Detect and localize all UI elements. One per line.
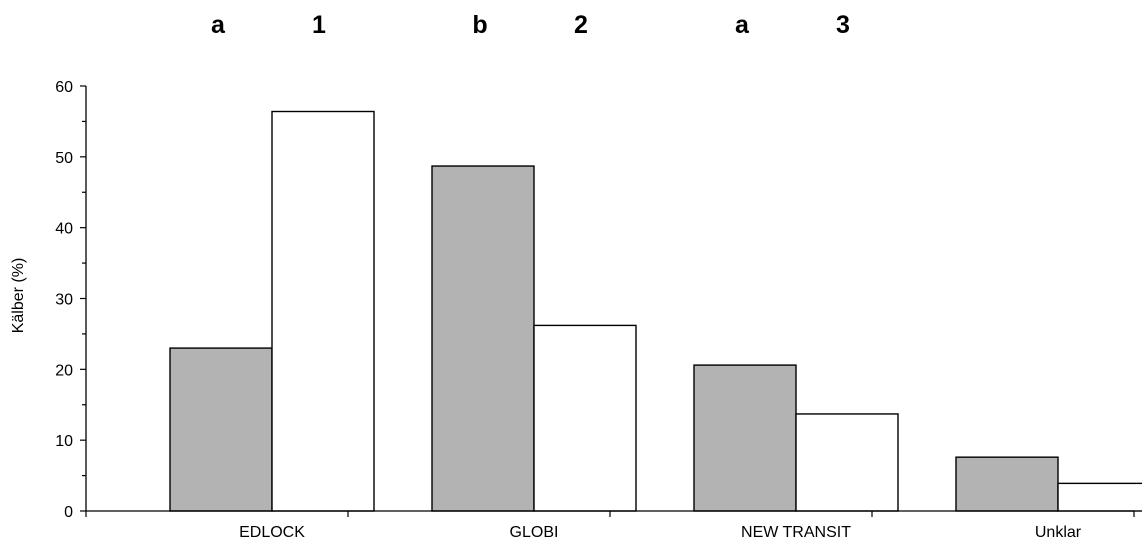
x-category-label: Unklar bbox=[1035, 524, 1082, 541]
y-tick-label: 0 bbox=[64, 504, 73, 521]
bar-new-transit-series-1 bbox=[694, 365, 796, 511]
y-axis-label: Kälber (%) bbox=[10, 258, 27, 334]
y-tick-label: 60 bbox=[55, 79, 73, 96]
significance-label: 2 bbox=[574, 11, 588, 39]
x-category-label: GLOBI bbox=[510, 524, 559, 541]
significance-labels: a 1 b 2 a 3 bbox=[211, 11, 850, 39]
bar-edlock-series-1 bbox=[170, 348, 272, 511]
significance-label: 1 bbox=[312, 11, 326, 39]
y-tick-label: 10 bbox=[55, 433, 73, 450]
bars bbox=[170, 112, 1142, 512]
significance-label: a bbox=[211, 11, 226, 39]
y-tick-label: 50 bbox=[55, 150, 73, 167]
x-category-label: NEW TRANSIT bbox=[741, 524, 851, 541]
bar-new-transit-series-2 bbox=[796, 414, 898, 511]
x-category-label: EDLOCK bbox=[239, 524, 305, 541]
significance-label: b bbox=[472, 11, 487, 39]
significance-label: a bbox=[735, 11, 750, 39]
bar-globi-series-1 bbox=[432, 166, 534, 511]
bar-unklar-series-1 bbox=[956, 457, 1058, 511]
bar-globi-series-2 bbox=[534, 325, 636, 511]
x-category-labels: EDLOCK GLOBI NEW TRANSIT Unklar bbox=[239, 524, 1082, 541]
y-tick-label: 30 bbox=[55, 292, 73, 309]
significance-label: 3 bbox=[836, 11, 850, 39]
bar-edlock-series-2 bbox=[272, 112, 374, 512]
y-tick-label: 20 bbox=[55, 362, 73, 379]
y-tick-label: 40 bbox=[55, 221, 73, 238]
bar-unklar-series-2 bbox=[1058, 483, 1142, 511]
